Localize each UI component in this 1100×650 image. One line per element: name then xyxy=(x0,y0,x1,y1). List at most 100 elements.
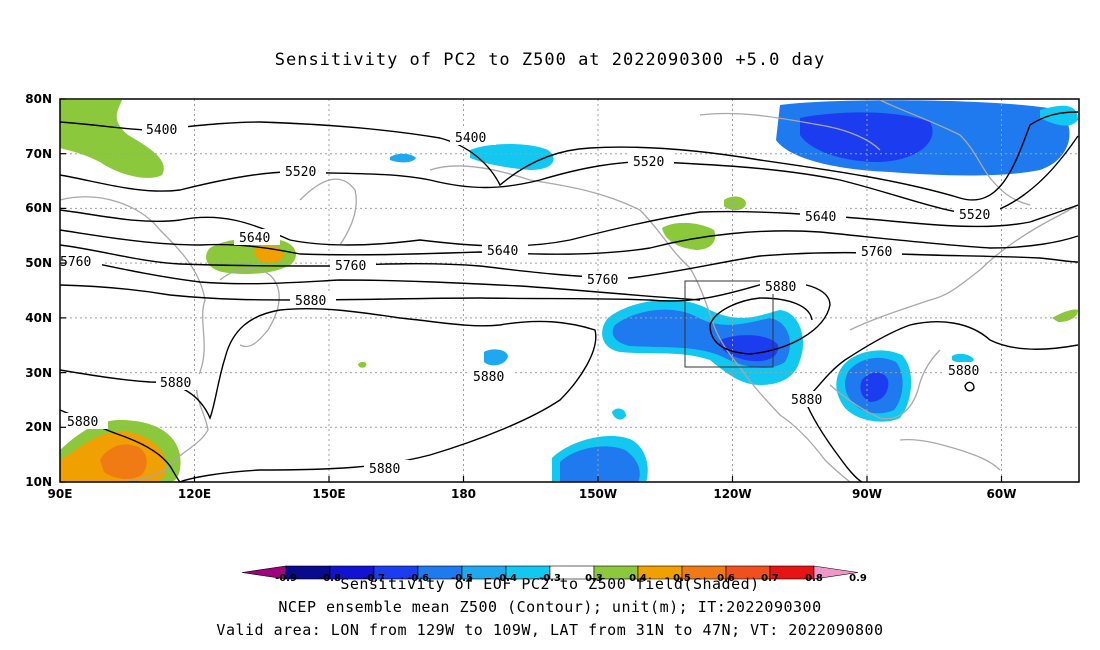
shade-green-small-a xyxy=(358,361,367,368)
lat-label-40n: 40N xyxy=(25,311,52,325)
lat-label-60n: 60N xyxy=(25,201,52,215)
coast-arctic-canada xyxy=(699,112,881,151)
lat-label-80n: 80N xyxy=(25,92,52,106)
coast-na-west xyxy=(689,267,851,482)
colorbar: -0.9 -0.8 -0.7 -0.6 -0.5 -0.4 -0.3 0.3 0.4 0.5 0.6… xyxy=(241,565,867,584)
colorbar-tick-label: 0.9 xyxy=(849,573,867,584)
map-title: Sensitivity of PC2 to Z500 at 2022090300… xyxy=(274,50,826,70)
contour-label-5880-g: 5880 xyxy=(791,393,822,408)
tick-marks xyxy=(60,98,1003,483)
coast-korea-japan xyxy=(219,267,280,348)
contour-5640a xyxy=(60,204,1079,247)
shade-red-se-asia xyxy=(100,444,147,479)
colorbar-tick-label: 0.7 xyxy=(761,573,779,584)
shade-cyan-small-e xyxy=(612,408,626,420)
contour-label-5400-b: 5400 xyxy=(455,131,486,146)
contour-label-5880-b: 5880 xyxy=(765,280,796,295)
contour-label-5640-b: 5640 xyxy=(487,244,518,259)
colorbar-cell xyxy=(813,565,859,580)
coast-kamchatka xyxy=(299,178,357,246)
contour-label-5520-a: 5520 xyxy=(285,165,316,180)
shade-cyan-small-b xyxy=(390,153,416,163)
lon-tick-labels: 90E 120E 150E 180 150W 120W 90W 60W xyxy=(48,487,1017,501)
coast-east-asia xyxy=(60,196,209,482)
contour-label-5640-c: 5640 xyxy=(805,210,836,225)
shade-cyan-small-d xyxy=(952,353,974,363)
coast-na-east xyxy=(849,204,1079,331)
map-frame xyxy=(59,98,1080,483)
colorbar-cells xyxy=(241,565,859,580)
lon-label-150w: 150W xyxy=(579,487,617,501)
shade-cyan-small-c xyxy=(484,349,508,366)
contour-5880-america xyxy=(804,321,1079,401)
lon-label-120w: 120W xyxy=(713,487,751,501)
contour-label-5880-a: 5880 xyxy=(295,294,326,309)
caption-line-2: NCEP ensemble mean Z500 (Contour); unit(… xyxy=(278,598,822,616)
lat-tick-labels: 80N 70N 60N 50N 40N 30N 20N 10N xyxy=(25,92,52,489)
contour-label-5760-a: 5760 xyxy=(60,255,91,270)
lon-label-120e: 120E xyxy=(178,487,211,501)
contour-5880-north xyxy=(60,281,831,355)
contour-label-5880-h: 5880 xyxy=(948,364,979,379)
shade-cyan-greenland-edge xyxy=(1040,105,1078,126)
colorbar-labels: -0.9 -0.8 -0.7 -0.6 -0.5 -0.4 -0.3 0.3 0.4 0.5 0.6… xyxy=(275,573,867,584)
contour-label-5400-a: 5400 xyxy=(146,123,177,138)
shaded-regions xyxy=(60,100,1078,482)
shade-blue-central-pacific xyxy=(560,446,640,482)
colorbar-tick-label: -0.8 xyxy=(319,573,341,584)
lat-label-50n: 50N xyxy=(25,256,52,270)
shade-green-canada xyxy=(662,222,716,250)
shade-green-top-left xyxy=(60,100,164,178)
contour-5400 xyxy=(60,111,1079,201)
lon-label-90e: 90E xyxy=(48,487,73,501)
contour-label-5880-d: 5880 xyxy=(473,370,504,385)
colorbar-tick-label: 0.4 xyxy=(629,573,647,584)
shade-blue-greenland-inner xyxy=(800,112,933,162)
contour-label-5760-b: 5760 xyxy=(335,259,366,274)
valid-area-box xyxy=(684,280,774,368)
contour-label-5640-a: 5640 xyxy=(239,231,270,246)
contour-5640b xyxy=(60,229,1079,256)
coast-alaska xyxy=(429,165,691,269)
colorbar-tick-label: -0.9 xyxy=(275,573,297,584)
colorbar-tick-label: -0.6 xyxy=(407,573,429,584)
colorbar-tick-label: 0.3 xyxy=(585,573,603,584)
colorbar-tick-label: 0.6 xyxy=(717,573,735,584)
colorbar-tick-label: -0.5 xyxy=(451,573,473,584)
contour-label-5880-e: 5880 xyxy=(67,415,98,430)
contour-label-5880-c: 5880 xyxy=(160,376,191,391)
contour-label-5520-c: 5520 xyxy=(959,208,990,223)
colorbar-tick-label: -0.7 xyxy=(363,573,385,584)
shade-green-canada-b xyxy=(724,196,746,211)
colorbar-tick-label: 0.8 xyxy=(805,573,823,584)
grid xyxy=(60,99,1079,482)
contour-label-5760-c: 5760 xyxy=(587,273,618,288)
contour-label-5880-f: 5880 xyxy=(369,462,400,477)
lat-label-70n: 70N xyxy=(25,147,52,161)
shade-cyan-alaska xyxy=(470,144,554,170)
contour-label-5760-d: 5760 xyxy=(861,245,892,260)
contour-5880-ring xyxy=(964,381,975,392)
coast-gulf xyxy=(829,349,941,420)
caption-line-3: Valid area: LON from 129W to 109W, LAT f… xyxy=(216,621,884,639)
shade-darkblue-east-pacific xyxy=(719,335,779,362)
lat-label-10n: 10N xyxy=(25,475,52,489)
colorbar-tick-label: -0.4 xyxy=(495,573,517,584)
lon-label-180: 180 xyxy=(451,487,476,501)
contour-5760b xyxy=(60,255,701,301)
lat-label-20n: 20N xyxy=(25,420,52,434)
lon-label-150e: 150E xyxy=(312,487,345,501)
caption-line-1: Sensitivity of EOF PC2 to Z500 field(Sha… xyxy=(340,575,760,593)
shade-green-atlantic xyxy=(1052,309,1078,322)
lon-label-90w: 90W xyxy=(852,487,882,501)
colorbar-tick-label: -0.3 xyxy=(539,573,561,584)
contour-label-5520-b: 5520 xyxy=(633,155,664,170)
coastlines xyxy=(60,99,1079,482)
lon-label-60w: 60W xyxy=(987,487,1017,501)
colorbar-tick-label: 0.5 xyxy=(673,573,691,584)
contour-labels: 5400 5400 5520 5520 5520 5640 5640 5640 … xyxy=(56,121,1000,477)
lat-label-30n: 30N xyxy=(25,366,52,380)
coast-greenland xyxy=(879,99,1031,206)
contour-5880-gulf xyxy=(804,399,863,482)
